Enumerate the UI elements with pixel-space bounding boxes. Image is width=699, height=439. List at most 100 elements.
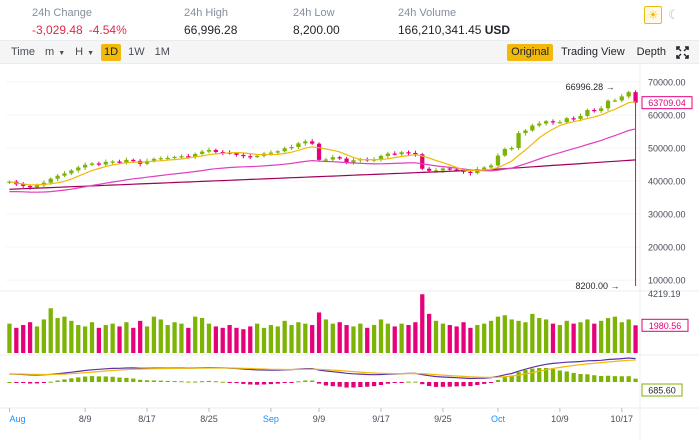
macd-histogram-bar: [378, 382, 384, 385]
view-depth[interactable]: Depth: [636, 46, 666, 58]
volume-bar: [158, 319, 163, 353]
candle: [110, 160, 115, 165]
macd-histogram-bar: [179, 381, 184, 383]
candle: [282, 146, 287, 153]
sun-icon[interactable]: ☀: [644, 6, 662, 24]
volume-bar: [41, 319, 46, 353]
volume-bar: [543, 319, 549, 353]
candle-body: [447, 168, 452, 170]
hour-dropdown[interactable]: H ▼: [72, 44, 97, 61]
candle-body: [550, 121, 556, 123]
candle-body: [193, 153, 198, 157]
candle: [103, 159, 108, 167]
volume-bar: [509, 319, 514, 353]
candle-body: [578, 115, 583, 119]
candle-body: [571, 118, 576, 120]
candle: [557, 119, 563, 124]
x-tick-label: Oct: [491, 414, 506, 424]
candle-body: [399, 152, 404, 155]
volume-bar: [62, 316, 67, 353]
interval-1m[interactable]: 1M: [154, 46, 170, 58]
current-price-label: 63709.04: [648, 98, 686, 108]
x-tick-label: 8/9: [79, 414, 92, 424]
candle: [172, 155, 177, 160]
volume-bar: [344, 325, 349, 353]
candle: [303, 139, 308, 146]
macd-histogram-bar: [564, 371, 569, 382]
price-tick-label: 20000.00: [648, 243, 686, 253]
volume-bar: [447, 325, 452, 353]
view-trading-view[interactable]: Trading View: [561, 46, 625, 58]
candle-body: [475, 169, 480, 174]
volume-bar: [564, 320, 569, 353]
macd-histogram-bar: [248, 382, 253, 385]
stat-24h-volume: 24h Volume 166,210,341.45 USD: [398, 6, 510, 38]
volume-bar: [378, 319, 384, 353]
macd-histogram-bar: [543, 368, 549, 382]
interval-1w[interactable]: 1W: [128, 46, 145, 58]
price-chart[interactable]: 66996.28 → 8200.00 → 70000.00 60000.00 5000…: [0, 64, 699, 439]
volume-bar: [399, 323, 404, 353]
volume-bar: [21, 325, 26, 353]
macd-histogram-bar: [626, 376, 631, 382]
candle: [605, 99, 611, 111]
macd-histogram-bar: [605, 375, 611, 382]
macd-histogram-bar: [351, 382, 356, 388]
volume-bar: [468, 327, 473, 353]
candle: [255, 154, 260, 158]
candle-body: [351, 160, 356, 163]
stat-label: 24h Low: [293, 7, 335, 19]
candle-body: [516, 133, 521, 148]
candle: [179, 154, 184, 159]
candle-body: [55, 175, 60, 179]
candle-body: [488, 165, 494, 168]
volume-bar: [557, 325, 563, 353]
volume-bar: [282, 320, 287, 353]
candle: [523, 129, 528, 136]
volume-bar: [427, 313, 432, 353]
stat-value: 8,200.00: [293, 23, 340, 37]
candle-body: [34, 185, 40, 188]
macd-panel: [7, 357, 638, 388]
candle-body: [495, 155, 501, 166]
candle: [330, 154, 335, 163]
macd-histogram-bar: [117, 377, 122, 382]
fullscreen-icon[interactable]: [674, 44, 691, 61]
macd-histogram-bar: [599, 376, 604, 382]
candle-body: [592, 109, 597, 112]
candle-body: [103, 161, 108, 165]
volume-bar: [502, 315, 507, 353]
low-marker-label: 8200.00 →: [576, 281, 620, 291]
volume-bar: [351, 326, 356, 353]
volume-bar: [392, 326, 397, 353]
volume-bar: [206, 323, 212, 353]
candle-body: [76, 167, 81, 171]
volume-currency: USD: [484, 23, 511, 37]
candle-body: [468, 171, 473, 174]
volume-bar: [268, 325, 274, 353]
x-tick-label: 10/9: [551, 414, 569, 424]
candle: [248, 153, 253, 160]
minute-dropdown[interactable]: m ▼: [42, 44, 68, 61]
candle: [406, 150, 411, 156]
volume-bar: [420, 294, 425, 353]
macd-histogram-bar: [509, 375, 514, 382]
candle: [241, 153, 246, 159]
candle-body: [96, 163, 102, 165]
volume-bar: [530, 313, 535, 353]
interval-selector: Time m ▼ H ▼ 1D 1W 1M: [8, 44, 173, 61]
candle: [502, 147, 507, 157]
macd-histogram-bar: [592, 375, 597, 382]
macd-histogram-bar: [296, 381, 301, 383]
time-button[interactable]: Time: [11, 46, 36, 58]
volume-bar: [255, 323, 260, 353]
view-original[interactable]: Original: [507, 44, 554, 61]
interval-1d[interactable]: 1D: [101, 44, 122, 61]
macd-histogram-bar: [371, 382, 377, 387]
candle-body: [179, 156, 184, 158]
volume-bar: [89, 322, 95, 353]
price-tick-label: 30000.00: [648, 210, 686, 220]
moon-icon[interactable]: ☾: [668, 7, 680, 22]
volume-bar: [358, 323, 363, 353]
candle-body: [337, 157, 342, 159]
